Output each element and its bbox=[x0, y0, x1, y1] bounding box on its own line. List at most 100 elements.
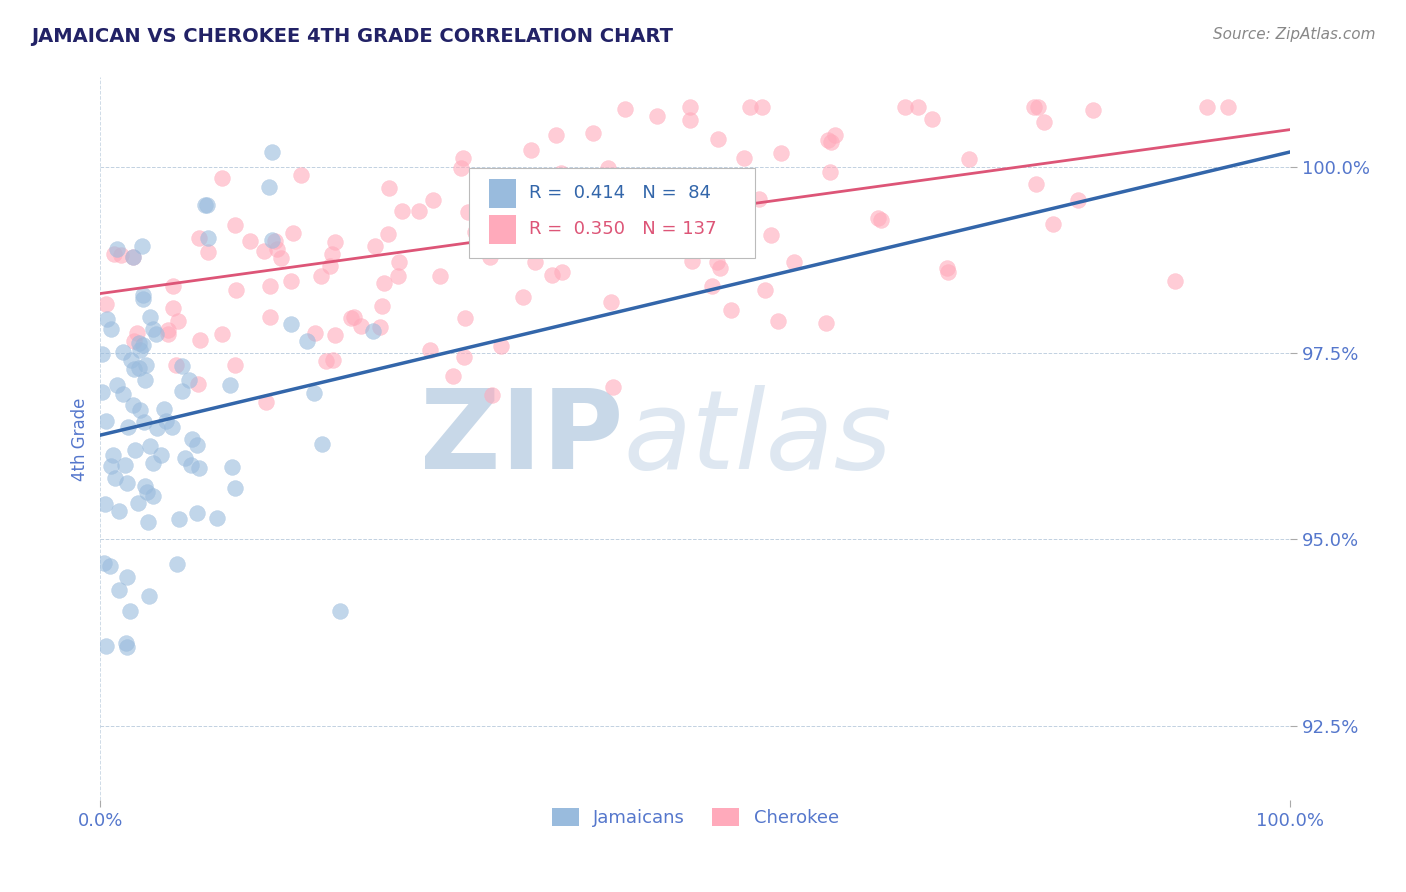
Point bbox=[453, 350, 475, 364]
Text: atlas: atlas bbox=[624, 385, 893, 492]
Point bbox=[134, 479, 156, 493]
Point bbox=[94, 414, 117, 428]
Point bbox=[194, 198, 217, 212]
Point bbox=[408, 204, 430, 219]
Point bbox=[135, 358, 157, 372]
Point bbox=[309, 268, 332, 283]
Point bbox=[371, 299, 394, 313]
Point bbox=[907, 100, 929, 114]
Point bbox=[304, 386, 326, 401]
Point bbox=[108, 504, 131, 518]
Point bbox=[517, 231, 540, 245]
Text: Source: ZipAtlas.com: Source: ZipAtlas.com bbox=[1212, 27, 1375, 42]
Point bbox=[502, 219, 524, 234]
FancyBboxPatch shape bbox=[489, 178, 516, 208]
FancyBboxPatch shape bbox=[470, 168, 755, 258]
Point bbox=[600, 295, 623, 310]
Point bbox=[121, 250, 143, 264]
Point bbox=[260, 233, 283, 247]
Point bbox=[115, 570, 138, 584]
Point bbox=[100, 322, 122, 336]
Point bbox=[429, 269, 451, 284]
Point bbox=[738, 100, 761, 114]
Point bbox=[142, 489, 165, 503]
Point bbox=[122, 399, 145, 413]
Point bbox=[315, 353, 337, 368]
Point bbox=[361, 324, 384, 338]
Point bbox=[759, 228, 782, 243]
Point bbox=[174, 451, 197, 466]
Point bbox=[1026, 100, 1049, 114]
Point bbox=[486, 238, 509, 252]
Point bbox=[253, 244, 276, 259]
Point bbox=[297, 334, 319, 349]
Point bbox=[197, 231, 219, 245]
Point bbox=[464, 226, 486, 240]
Point bbox=[155, 414, 177, 428]
Point bbox=[221, 460, 243, 475]
Point bbox=[180, 458, 202, 472]
Point bbox=[165, 358, 187, 372]
Point bbox=[1164, 274, 1187, 288]
Point bbox=[814, 316, 837, 330]
Text: R =  0.414   N =  84: R = 0.414 N = 84 bbox=[529, 184, 710, 202]
Point bbox=[96, 311, 118, 326]
Point bbox=[387, 268, 409, 283]
Point bbox=[824, 128, 846, 143]
Point bbox=[754, 283, 776, 297]
Point bbox=[105, 377, 128, 392]
Point bbox=[512, 290, 534, 304]
Point bbox=[720, 302, 742, 317]
Text: ZIP: ZIP bbox=[420, 385, 624, 492]
Point bbox=[134, 373, 156, 387]
Point bbox=[190, 333, 212, 347]
Point bbox=[364, 238, 387, 252]
Point bbox=[523, 255, 546, 269]
Point bbox=[122, 250, 145, 264]
Point bbox=[132, 292, 155, 306]
Point bbox=[224, 358, 246, 372]
Point bbox=[111, 344, 134, 359]
Point bbox=[627, 231, 650, 245]
Point bbox=[550, 165, 572, 179]
Point bbox=[527, 186, 550, 200]
Point bbox=[325, 235, 347, 249]
Point bbox=[110, 248, 132, 262]
Point bbox=[451, 152, 474, 166]
Point bbox=[709, 260, 731, 275]
Point bbox=[581, 126, 603, 140]
Point bbox=[224, 218, 246, 232]
Point bbox=[921, 112, 943, 126]
Point bbox=[496, 214, 519, 228]
Point bbox=[340, 311, 363, 326]
Point bbox=[602, 380, 624, 394]
Point bbox=[139, 439, 162, 453]
Point bbox=[768, 314, 790, 328]
Point bbox=[93, 556, 115, 570]
Point bbox=[188, 460, 211, 475]
Point bbox=[211, 171, 233, 186]
Point bbox=[491, 339, 513, 353]
Point bbox=[103, 448, 125, 462]
Point bbox=[598, 161, 620, 175]
Point bbox=[378, 180, 401, 194]
Point bbox=[481, 388, 503, 402]
Point bbox=[219, 378, 242, 392]
Point bbox=[391, 203, 413, 218]
Point bbox=[186, 438, 208, 452]
Point bbox=[162, 301, 184, 315]
Point bbox=[281, 226, 304, 240]
Point bbox=[122, 334, 145, 348]
Point bbox=[115, 640, 138, 655]
Point bbox=[150, 448, 173, 462]
Point bbox=[260, 145, 283, 159]
Point bbox=[270, 251, 292, 265]
Point bbox=[818, 164, 841, 178]
Point bbox=[94, 639, 117, 653]
Point bbox=[321, 247, 343, 261]
Point bbox=[100, 559, 122, 574]
Point bbox=[751, 100, 773, 114]
Point bbox=[188, 231, 211, 245]
Point bbox=[205, 510, 228, 524]
Point bbox=[1022, 100, 1045, 114]
